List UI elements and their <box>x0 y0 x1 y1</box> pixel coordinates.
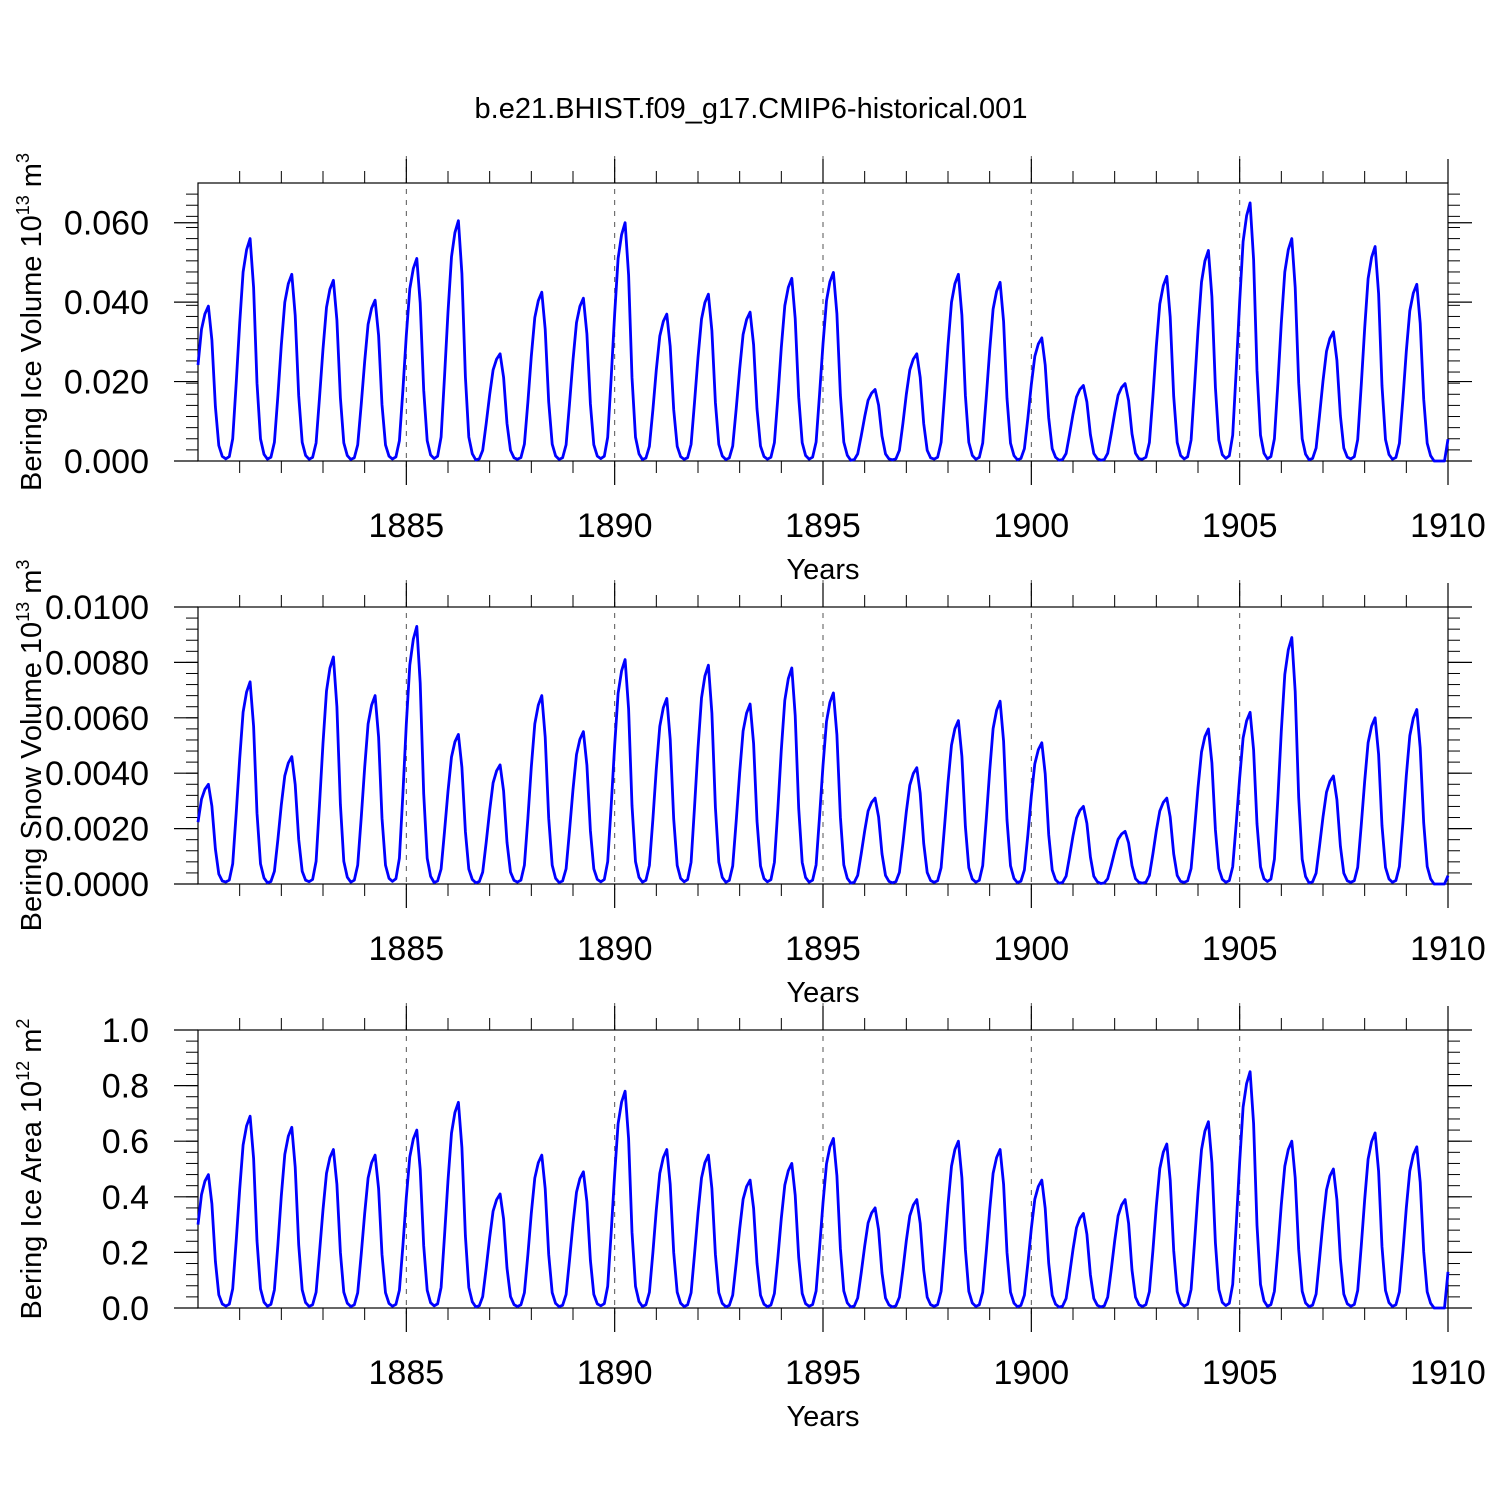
y-label-main: Bering Ice Area 10 <box>16 1081 48 1320</box>
y-tick-label: 0.2 <box>102 1234 149 1272</box>
x-tick-label: 1910 <box>1410 507 1486 545</box>
series-line <box>196 1070 1450 1310</box>
chart-panel-2: 0.0000 0.0020 0.0040 0.0060 0.0080 0.0100 1885… <box>13 560 1486 1009</box>
x-tick-label: 1885 <box>369 930 445 968</box>
x-tick-label: 1895 <box>785 1354 861 1392</box>
x-tick-label: 1890 <box>577 507 653 545</box>
x-tick-label: 1910 <box>1410 930 1486 968</box>
y-tick-label: 0.6 <box>102 1123 149 1161</box>
y-label-exponent: 12 <box>13 1061 33 1081</box>
y-tick-label: 0.0100 <box>45 589 149 627</box>
x-tick-label: 1895 <box>785 507 861 545</box>
x-tick-label: 1910 <box>1410 1354 1486 1392</box>
x-tick-label: 1900 <box>994 1354 1070 1392</box>
y-tick-label: 0.4 <box>102 1179 149 1217</box>
x-tick-label: 1900 <box>994 507 1070 545</box>
y-label-exponent: 13 <box>13 195 33 215</box>
series-line <box>196 201 1450 463</box>
y-tick-label: 0.8 <box>102 1068 149 1106</box>
x-tick-label: 1885 <box>369 1354 445 1392</box>
x-tick-label: 1890 <box>577 930 653 968</box>
x-tick-label: 1900 <box>994 930 1070 968</box>
y-tick-label: 0.060 <box>64 205 149 243</box>
x-tick-label: 1895 <box>785 930 861 968</box>
y-tick-label: 1.0 <box>102 1012 149 1050</box>
chart-panel-1: 0.000 0.020 0.040 0.060 1885 1890 1895 1900 1905… <box>13 153 1486 586</box>
chart-panel-3: 0.0 0.2 0.4 0.6 0.8 1.0 1885 1890 1895 1900 1905 19… <box>13 1003 1486 1433</box>
x-tick-label: 1905 <box>1202 930 1278 968</box>
y-axis-label: Bering Snow Volume 1013 m3 <box>13 560 48 932</box>
y-axis-label: Bering Ice Area 1012 m2 <box>13 1019 48 1320</box>
y-label-main: Bering Ice Volume 10 <box>16 215 48 491</box>
x-tick-label: 1890 <box>577 1354 653 1392</box>
y-tick-label: 0.040 <box>64 284 149 322</box>
x-tick-label: 1905 <box>1202 507 1278 545</box>
y-tick-label: 0.020 <box>64 364 149 402</box>
y-label-unit-exponent: 3 <box>13 153 33 163</box>
y-tick-label: 0.0020 <box>45 811 149 849</box>
y-tick-label: 0.0000 <box>45 866 149 904</box>
y-label-main: Bering Snow Volume 10 <box>16 622 48 932</box>
y-label-exponent: 13 <box>13 602 33 622</box>
y-tick-label: 0.0040 <box>45 755 149 793</box>
y-label-unit: m <box>16 1029 48 1061</box>
y-label-unit-exponent: 2 <box>13 1019 33 1029</box>
y-tick-label: 0.0 <box>102 1290 149 1328</box>
y-tick-label: 0.0060 <box>45 700 149 738</box>
y-axis-label: Bering Ice Volume 1013 m3 <box>13 153 48 491</box>
y-label-unit: m <box>16 570 48 602</box>
series-line <box>196 625 1450 886</box>
x-tick-label: 1885 <box>369 507 445 545</box>
y-tick-label: 0.0080 <box>45 644 149 682</box>
y-label-unit-exponent: 3 <box>13 560 33 570</box>
x-tick-label: 1905 <box>1202 1354 1278 1392</box>
y-label-unit: m <box>16 163 48 195</box>
figure-title: b.e21.BHIST.f09_g17.CMIP6-historical.001 <box>475 93 1028 125</box>
y-tick-label: 0.000 <box>64 443 149 481</box>
x-axis-label: Years <box>786 1401 859 1433</box>
